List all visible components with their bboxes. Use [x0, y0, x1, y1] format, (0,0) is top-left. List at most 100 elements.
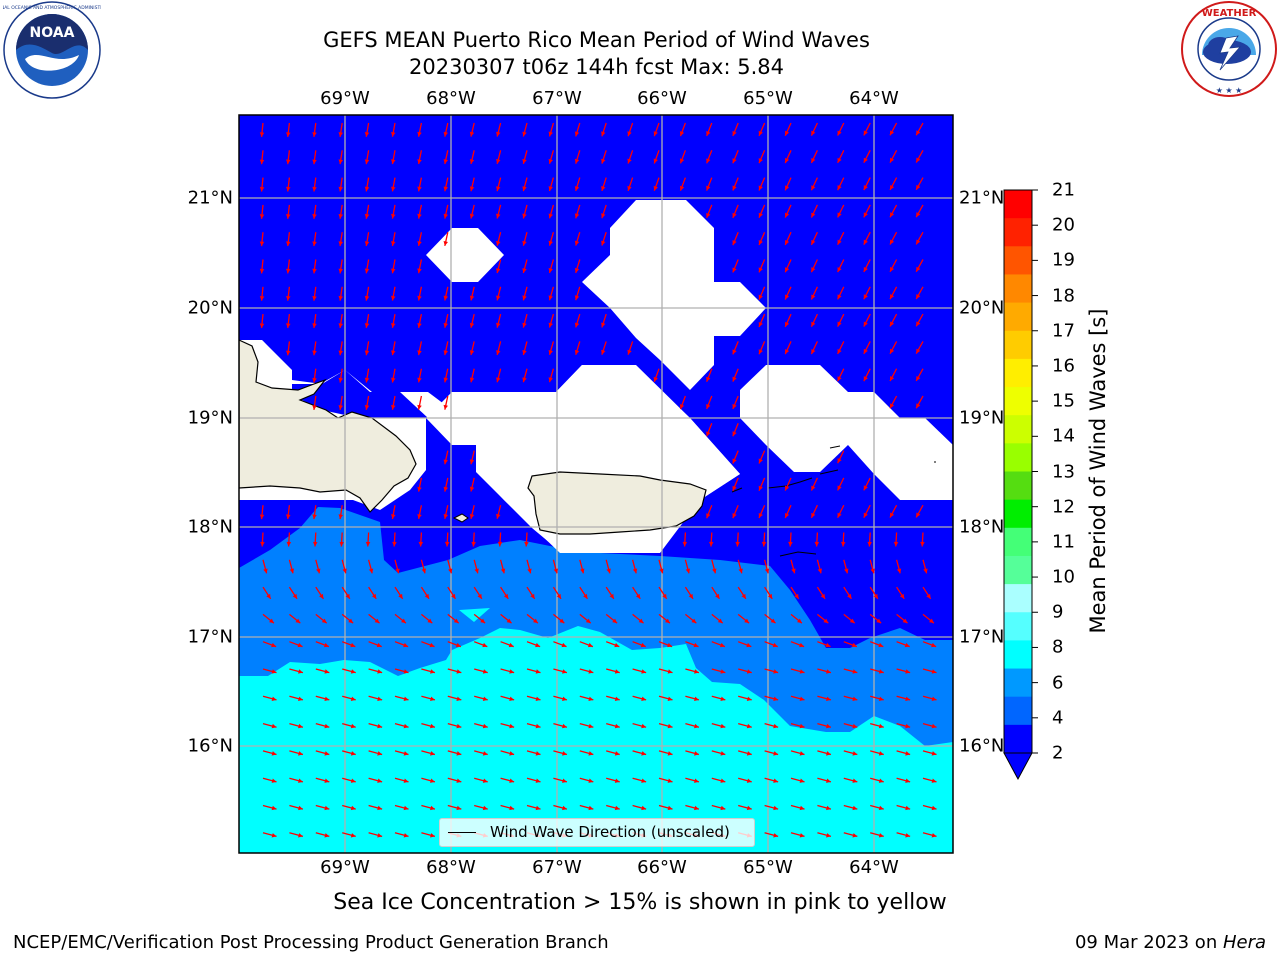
- wind-wave-arrow-head: [395, 568, 400, 574]
- wind-wave-arrow-head: [417, 404, 422, 410]
- wind-wave-arrow-head: [417, 377, 422, 383]
- wind-wave-arrow-head: [837, 376, 842, 382]
- wind-wave-arrow-head: [364, 377, 370, 383]
- wind-wave-arrow-head: [350, 669, 356, 674]
- wind-wave-arrow-head: [527, 568, 532, 574]
- wind-wave-arrow-head: [548, 268, 553, 273]
- wind-wave-arrow-head: [417, 159, 422, 165]
- wind-wave-arrow-head: [826, 696, 831, 701]
- wind-wave-arrow-head: [863, 321, 868, 327]
- wind-wave-arrow-head: [667, 723, 673, 729]
- lat-label-left: 21°N: [187, 187, 233, 209]
- wind-wave-arrow-head: [456, 669, 462, 674]
- wind-wave-arrow-head: [799, 751, 805, 756]
- lon-label-top: 68°W: [426, 88, 476, 109]
- wind-wave-arrow-head: [641, 805, 647, 811]
- wind-wave-arrow-head: [535, 723, 541, 729]
- wind-wave-arrow-head: [746, 751, 752, 756]
- wind-wave-arrow-head: [401, 618, 406, 624]
- wind-wave-arrow-head: [496, 350, 501, 355]
- wind-wave-arrow-head: [837, 294, 842, 300]
- wind-wave-arrow-head: [609, 593, 614, 599]
- colorbar-segment: [1004, 555, 1032, 585]
- lon-label-bottom: 68°W: [426, 857, 476, 878]
- wind-wave-arrow-head: [635, 593, 641, 599]
- wind-wave-arrow-head: [324, 778, 330, 783]
- wind-wave-arrow-head: [852, 669, 858, 674]
- wind-wave-arrow-head: [931, 642, 937, 648]
- wind-wave-arrow-head: [732, 485, 737, 491]
- colorbar-tick-label: 13: [1052, 461, 1075, 482]
- wind-wave-arrow-head: [601, 240, 606, 246]
- wind-wave-arrow-head: [758, 513, 763, 519]
- wind-wave-arrow-head: [364, 405, 370, 410]
- wind-wave-arrow-head: [338, 132, 344, 137]
- svg-text:NOAA: NOAA: [30, 25, 75, 41]
- wind-wave-arrow-head: [259, 296, 265, 301]
- wind-wave-arrow-head: [496, 131, 501, 137]
- wind-wave-arrow-head: [732, 240, 737, 246]
- wind-wave-arrow-head: [312, 186, 317, 192]
- wind-wave-arrow-head: [443, 404, 448, 410]
- wind-wave-arrow-head: [364, 241, 370, 247]
- wind-wave-arrow-head: [350, 805, 356, 811]
- colorbar-extend-arrow: [1003, 752, 1033, 781]
- wind-wave-arrow-head: [338, 323, 344, 328]
- wind-wave-arrow-head: [585, 618, 591, 624]
- wind-wave-arrow-head: [271, 805, 277, 811]
- wind-wave-arrow-head: [799, 696, 805, 701]
- footer-host: Hera: [1222, 932, 1266, 953]
- wind-wave-arrow-head: [259, 214, 265, 219]
- wind-wave-arrow-head: [477, 593, 482, 599]
- wind-wave-arrow-head: [443, 213, 448, 219]
- wind-wave-arrow-head: [916, 512, 921, 518]
- wind-wave-arrow-head: [811, 267, 816, 273]
- wind-wave-arrow-head: [548, 295, 553, 301]
- wind-wave-arrow-head: [391, 186, 396, 192]
- wind-wave-arrow-head: [286, 241, 291, 247]
- wind-wave-arrow-head: [376, 642, 382, 648]
- wind-wave-arrow-head: [916, 348, 921, 354]
- wind-wave-arrow-head: [758, 212, 763, 218]
- wind-wave-arrow-head: [640, 642, 646, 648]
- wind-wave-arrow-head: [298, 723, 303, 729]
- lat-label-right: 20°N: [959, 297, 1005, 319]
- wind-wave-arrow-head: [312, 350, 317, 356]
- wind-wave-arrow-head: [825, 642, 831, 648]
- colorbar-tick-label: 4: [1052, 707, 1064, 729]
- wind-wave-arrow-head: [844, 568, 849, 574]
- wind-wave-arrow-head: [601, 349, 606, 355]
- wind-wave-arrow-head: [847, 593, 852, 599]
- wind-wave-arrow-head: [417, 323, 422, 328]
- wind-wave-arrow-head: [720, 669, 726, 674]
- wind-wave-arrow-head: [522, 131, 527, 137]
- wind-wave-arrow-head: [811, 212, 816, 218]
- wind-wave-arrow-head: [797, 618, 802, 624]
- wind-wave-arrow-head: [902, 618, 908, 624]
- lon-label-top: 64°W: [849, 88, 899, 109]
- wind-wave-arrow-head: [916, 239, 921, 245]
- wind-wave-arrow-head: [443, 459, 448, 465]
- colorbar-segment: [1004, 358, 1032, 388]
- wind-wave-arrow-head: [364, 186, 370, 192]
- wind-wave-arrow-head: [350, 723, 356, 729]
- wind-wave-arrow-head: [784, 485, 790, 491]
- wind-wave-arrow-head: [905, 778, 911, 783]
- wind-wave-arrow-head: [851, 642, 857, 648]
- wind-wave-arrow-head: [773, 778, 779, 783]
- colorbar-segment: [1004, 246, 1032, 275]
- wind-wave-arrow-head: [364, 213, 370, 219]
- wind-wave-arrow-head: [482, 696, 488, 701]
- colorbar-label: Mean Period of Wind Waves [s]: [1086, 308, 1110, 634]
- wind-wave-arrow-head: [601, 131, 606, 137]
- wind-wave-arrow-head: [758, 267, 763, 273]
- colorbar-segment: [1004, 640, 1032, 670]
- wind-wave-arrow-head: [916, 212, 921, 218]
- wind-wave-arrow-head: [653, 376, 658, 382]
- wind-wave-arrow-head: [852, 833, 858, 838]
- wind-wave-arrow-head: [732, 267, 737, 273]
- wind-wave-arrow-head: [574, 267, 580, 273]
- wind-wave-arrow-head: [732, 212, 737, 218]
- colorbar-tick-label: 20: [1052, 214, 1075, 236]
- wind-wave-arrow-head: [509, 723, 515, 729]
